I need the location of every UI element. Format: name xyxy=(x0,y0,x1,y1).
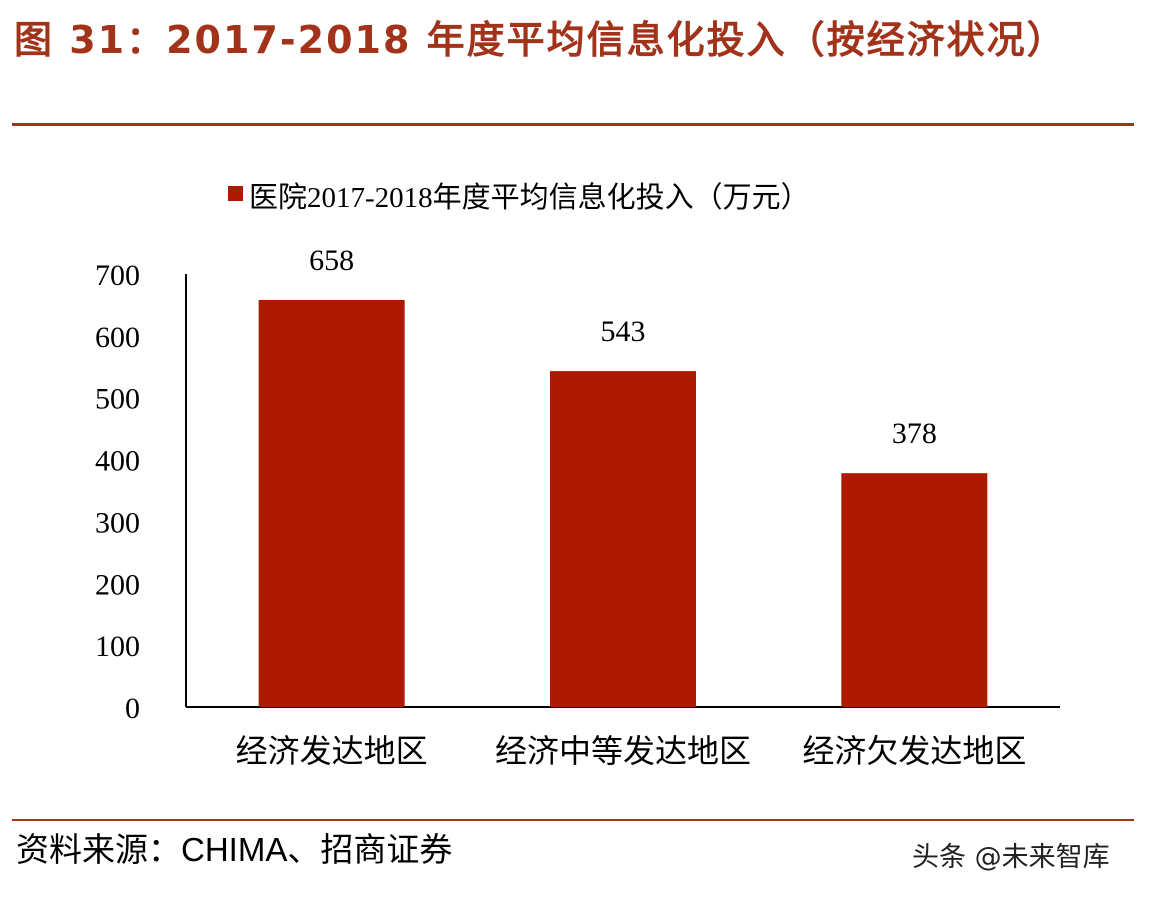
x-tick-label: 经济欠发达地区 xyxy=(802,732,1026,770)
title-rule xyxy=(12,123,1134,126)
source-note: 资料来源：CHIMA、招商证券 xyxy=(16,831,453,868)
y-tick-label: 200 xyxy=(95,568,140,601)
bar xyxy=(258,299,405,707)
y-tick-label: 600 xyxy=(95,321,140,354)
figure-title: 图 31：2017-2018 年度平均信息化投入（按经济状况） xyxy=(14,18,1067,62)
y-tick-label: 0 xyxy=(125,692,140,725)
y-tick-label: 500 xyxy=(95,383,140,416)
data-label: 378 xyxy=(892,417,937,450)
data-label: 658 xyxy=(309,244,354,277)
x-tick-label: 经济发达地区 xyxy=(236,732,428,770)
legend-label: 医院2017-2018年度平均信息化投入（万元） xyxy=(249,181,810,214)
y-tick-label: 100 xyxy=(95,630,140,663)
watermark: 头条 @未来智库 xyxy=(912,842,1110,873)
y-tick-label: 700 xyxy=(95,259,140,292)
legend-swatch xyxy=(228,186,243,201)
x-tick-label: 经济中等发达地区 xyxy=(495,732,751,770)
y-tick-label: 300 xyxy=(95,506,140,539)
data-label: 543 xyxy=(601,315,646,348)
y-tick-label: 400 xyxy=(95,445,140,478)
bar xyxy=(550,371,696,707)
source-rule xyxy=(12,819,1134,821)
bar xyxy=(841,473,988,707)
